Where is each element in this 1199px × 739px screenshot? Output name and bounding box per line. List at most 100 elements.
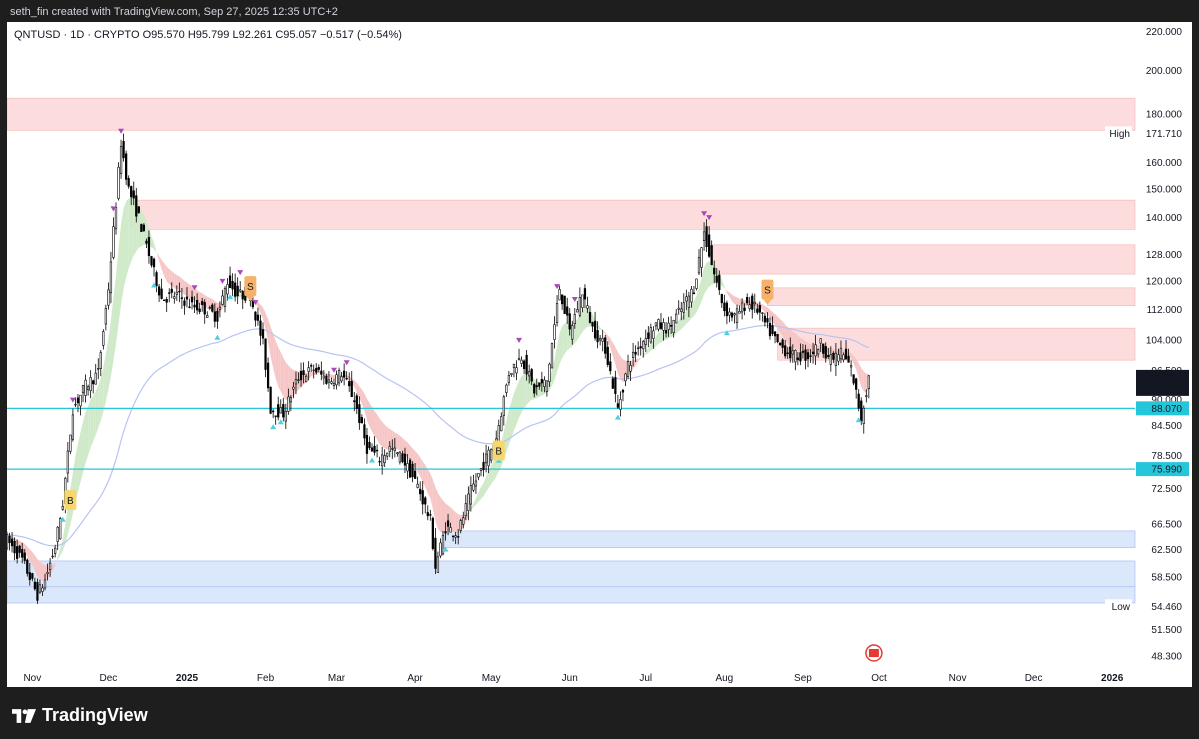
y-tick-label: 51.500 [1151, 625, 1182, 636]
trend-ribbon-segment [207, 296, 210, 309]
trend-ribbon-segment [734, 296, 738, 306]
supply-zone [7, 97, 1136, 131]
pivot-high-marker [191, 285, 198, 291]
candle-body [639, 346, 642, 349]
pivot-low-marker [442, 546, 449, 552]
candle-body [221, 295, 224, 305]
candle-body [444, 531, 447, 534]
trend-ribbon-segment [85, 406, 89, 464]
candle-body [99, 352, 102, 369]
candle-body [771, 325, 774, 334]
tradingview-brand[interactable]: TradingView [12, 705, 148, 726]
candle-body [781, 339, 784, 348]
candle-body [806, 352, 810, 360]
candle-body [804, 349, 807, 361]
candle-body [378, 460, 381, 463]
trend-ribbon-segment [95, 385, 99, 435]
level-price-text: 88.070 [1151, 404, 1182, 415]
candle-body [350, 380, 353, 397]
trend-ribbon-segment [379, 418, 383, 447]
candle-body [436, 556, 440, 573]
candle-body [758, 305, 761, 313]
trend-ribbon-segment [605, 332, 608, 342]
candle-body [299, 370, 303, 381]
candle-body [865, 395, 868, 397]
candle-body [94, 372, 97, 385]
candle-body [515, 367, 518, 374]
trend-ribbon-segment [681, 314, 684, 330]
ohlc-legend: QNTUSD · 1D · CRYPTO O95.570 H95.799 L92… [14, 29, 402, 41]
candle-body [687, 295, 690, 308]
candle-body [847, 355, 850, 363]
x-tick-label: 2026 [1101, 673, 1124, 684]
trend-ribbon-segment [861, 368, 864, 392]
trend-ribbon-segment [483, 476, 487, 497]
candle-body [738, 311, 741, 314]
trend-ribbon-segment [427, 469, 431, 499]
trend-ribbon-segment [559, 326, 563, 365]
candle-body [393, 447, 396, 451]
trend-ribbon-segment [169, 269, 172, 287]
candle-body [335, 374, 338, 386]
low-value: L92.261 [232, 29, 273, 41]
candle-body [307, 367, 310, 372]
candle-body [642, 341, 645, 350]
price-chart[interactable]: B S B S 220.000 200.000 180.000 160.000 150.000 1… [7, 22, 1192, 687]
candle-body [583, 288, 587, 300]
candle-body [403, 453, 407, 466]
candle-body [325, 375, 328, 384]
trend-ribbon-segment [171, 271, 175, 289]
level-price-tag [1136, 462, 1189, 477]
x-tick-label: Jul [639, 673, 652, 684]
candle-body [510, 372, 513, 375]
candle-body [817, 349, 820, 355]
trend-ribbon-segment [792, 331, 796, 348]
trend-ribbon-segment [549, 369, 552, 391]
demand-zone [7, 586, 1136, 604]
trend-ribbon-segment [184, 280, 187, 296]
last-price-text: 95.057 [1151, 372, 1182, 383]
trend-ribbon-segment [610, 338, 613, 357]
trend-ribbon-segment [346, 375, 350, 380]
candle-body [43, 579, 47, 589]
candle-body [353, 400, 356, 403]
candle-body [467, 493, 470, 511]
candle-body [54, 547, 57, 554]
candle-body [832, 352, 835, 360]
trend-ribbon-segment [402, 437, 405, 456]
candle-body [545, 380, 549, 392]
candle-body [81, 384, 85, 394]
candle-body [411, 463, 414, 478]
trend-ribbon-segment [721, 279, 725, 289]
candle-body [370, 447, 374, 452]
candle-body [294, 379, 298, 385]
candle-body [763, 315, 767, 323]
candle-body [142, 224, 146, 231]
trend-ribbon-segment [88, 399, 91, 456]
trend-ribbon-segment [691, 300, 694, 319]
trend-ribbon-segment [709, 261, 712, 287]
candle-body [74, 403, 77, 406]
pivot-high-marker [219, 278, 226, 284]
candle-body [439, 542, 442, 557]
trend-ribbon-segment [686, 307, 689, 324]
candle-body [457, 536, 460, 538]
trend-ribbon-segment [161, 259, 165, 276]
trend-ribbon-segment [12, 536, 15, 542]
candle-body [289, 397, 293, 403]
trend-ribbon-segment [39, 561, 43, 581]
candle-body [287, 396, 290, 412]
trend-ribbon-segment [425, 465, 428, 494]
trend-ribbon-segment [790, 329, 793, 348]
trend-ribbon-segment [706, 261, 710, 290]
trend-ribbon-segment [655, 332, 659, 347]
chart-panel[interactable]: B S B S 220.000 200.000 180.000 160.000 150.000 1… [7, 22, 1192, 687]
candle-body [462, 517, 465, 525]
candle-body [766, 318, 769, 323]
trend-ribbon-segment [257, 301, 261, 314]
demand-zone [7, 560, 1136, 588]
candle-body [259, 320, 262, 336]
candle-body [578, 297, 581, 316]
candle-body [76, 397, 80, 404]
candle-body [188, 306, 191, 309]
